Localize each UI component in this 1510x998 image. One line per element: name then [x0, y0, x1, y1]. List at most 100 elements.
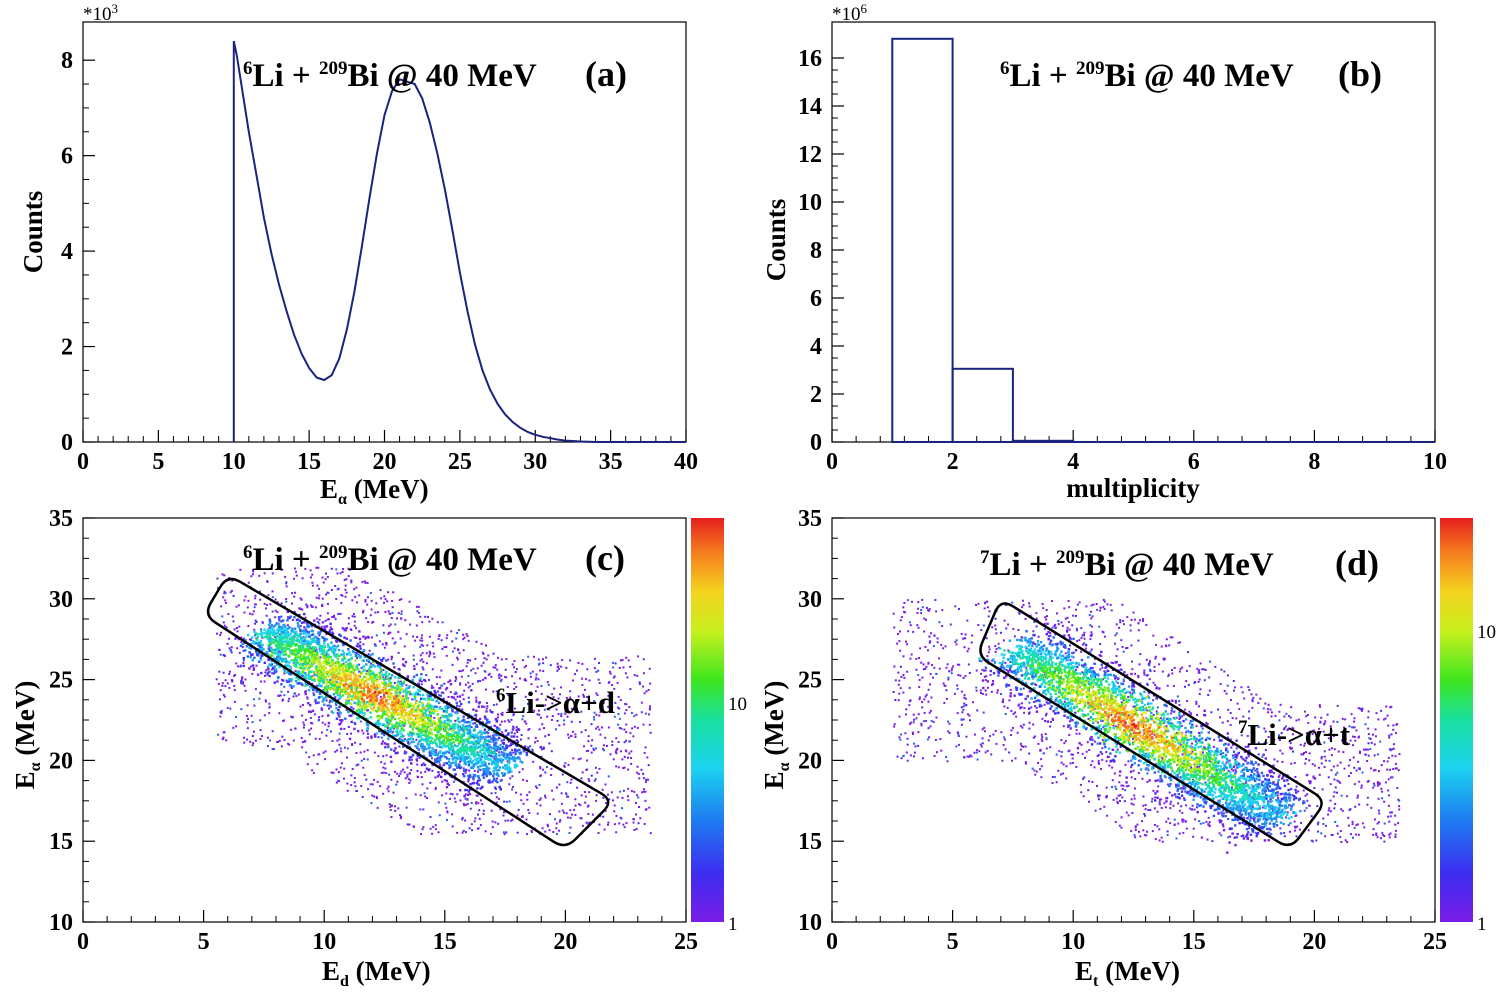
scatter-point	[511, 818, 514, 821]
density-point	[467, 720, 470, 724]
density-point	[394, 706, 397, 710]
scatter-point	[649, 682, 652, 685]
density-point	[437, 727, 440, 730]
density-point	[390, 760, 393, 763]
scatter-point	[353, 636, 356, 639]
density-point	[452, 752, 456, 756]
scatter-point	[239, 665, 242, 668]
scatter-point	[228, 673, 231, 676]
panel-b-bars	[891, 37, 1435, 444]
scatter-point	[387, 785, 390, 788]
scatter-point	[339, 766, 342, 769]
density-point	[345, 666, 348, 669]
scatter-point	[325, 652, 328, 655]
scatter-point	[403, 771, 406, 774]
density-point	[518, 748, 521, 751]
density-point	[485, 774, 488, 778]
density-point	[276, 680, 279, 683]
density-point	[333, 650, 336, 653]
density-point	[290, 678, 294, 681]
density-point	[444, 744, 447, 747]
scatter-point	[566, 795, 569, 798]
scatter-point	[579, 817, 582, 820]
scatter-point	[617, 695, 620, 698]
density-point	[300, 667, 303, 670]
density-point	[287, 664, 290, 667]
density-point	[418, 716, 421, 719]
scatter-point	[226, 642, 229, 645]
density-point	[463, 726, 466, 730]
scatter-point	[268, 706, 271, 709]
scatter-point	[371, 794, 374, 797]
scatter-point	[638, 681, 641, 684]
density-point	[421, 697, 425, 700]
density-point	[392, 734, 395, 737]
scatter-point	[481, 651, 484, 654]
scatter-point	[555, 827, 558, 830]
density-point	[442, 763, 445, 767]
density-point	[362, 648, 366, 652]
scatter-point	[541, 723, 544, 726]
density-point	[301, 683, 304, 687]
scatter-point	[285, 582, 288, 585]
density-point	[275, 651, 278, 655]
density-point	[486, 769, 490, 773]
density-point	[397, 722, 400, 725]
scatter-point	[243, 741, 246, 744]
scatter-point	[228, 686, 231, 689]
scatter-point	[222, 731, 225, 734]
scatter-point	[635, 801, 638, 804]
scatter-point	[602, 701, 605, 704]
density-point	[337, 648, 341, 652]
scatter-point	[264, 607, 267, 610]
density-point	[396, 701, 399, 705]
density-point	[457, 766, 460, 769]
scatter-point	[393, 742, 396, 745]
scatter-point	[252, 610, 255, 613]
scatter-point	[347, 699, 350, 702]
density-point	[483, 728, 487, 731]
scatter-point	[644, 808, 647, 811]
density-point	[367, 668, 371, 671]
density-point	[483, 768, 486, 771]
density-point	[412, 732, 415, 736]
scatter-point	[242, 659, 245, 662]
scatter-point	[340, 762, 343, 765]
scatter-point	[434, 828, 437, 831]
scatter-point	[433, 656, 436, 659]
density-point	[373, 703, 376, 706]
density-point	[468, 730, 472, 734]
scatter-point	[502, 733, 505, 736]
density-point	[277, 657, 280, 661]
density-point	[416, 743, 420, 746]
density-point	[299, 648, 303, 651]
density-point	[299, 629, 302, 632]
density-point	[478, 701, 481, 704]
y-tick-label: 4	[810, 334, 822, 360]
scatter-point	[318, 622, 321, 625]
density-point	[431, 737, 434, 740]
scatter-point	[246, 606, 249, 609]
scatter-point	[402, 768, 405, 771]
scatter-point	[628, 705, 631, 708]
density-point	[450, 695, 454, 699]
density-point	[313, 661, 316, 664]
scatter-point	[462, 767, 465, 770]
density-point	[475, 736, 478, 739]
density-point	[384, 710, 388, 713]
scatter-point	[363, 758, 366, 761]
density-point	[377, 705, 381, 709]
scatter-point	[351, 615, 354, 618]
scatter-point	[238, 625, 241, 628]
scatter-point	[291, 618, 294, 621]
scatter-point	[290, 687, 293, 690]
density-point	[357, 674, 361, 678]
density-point	[395, 709, 398, 712]
density-point	[456, 731, 460, 734]
density-point	[437, 771, 440, 774]
density-point	[427, 702, 430, 705]
density-point	[477, 738, 481, 742]
density-point	[420, 763, 424, 767]
density-point	[472, 733, 475, 736]
scatter-point	[367, 788, 370, 791]
